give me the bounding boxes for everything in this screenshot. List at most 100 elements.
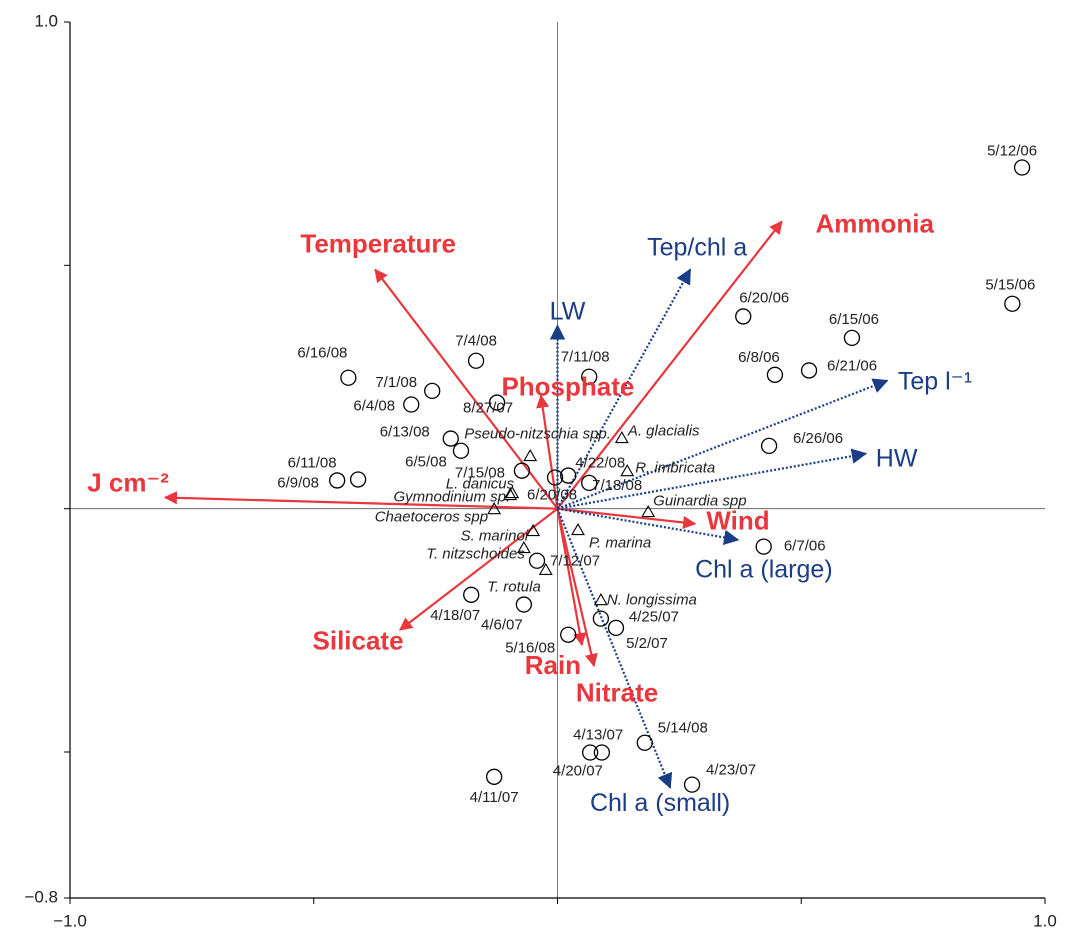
sites-label: 5/14/08: [658, 720, 708, 737]
vector-label: Nitrate: [576, 678, 658, 708]
sites-label: 4/22/08: [575, 455, 625, 472]
sites-label: 7/4/08: [455, 333, 497, 350]
sites-label: 6/4/08: [353, 397, 395, 414]
sites-label: 6/15/06: [829, 311, 879, 328]
vector-label: J cm⁻²: [87, 467, 169, 497]
y-tick-label: −0.8: [24, 887, 58, 906]
x-tick-label: −1.0: [53, 911, 87, 930]
sites-label: 7/1/08: [375, 374, 417, 391]
site-point: [340, 369, 357, 386]
species-point: [487, 502, 502, 515]
species-label: T. nitzschoides: [426, 546, 525, 563]
site-point: [452, 442, 470, 459]
vector-label: Tep l⁻¹: [898, 367, 972, 395]
sites-label: 7/18/08: [592, 477, 642, 494]
vector-arrow: [374, 268, 559, 510]
sites-label: 6/5/08: [405, 454, 447, 471]
sites-label: 6/8/06: [738, 349, 780, 366]
site-point: [581, 368, 598, 385]
x-tick-label: 1.0: [1033, 911, 1057, 930]
site-point: [560, 467, 577, 484]
site-point: [403, 396, 420, 413]
site-point: [515, 596, 533, 613]
site-point: [328, 472, 346, 489]
site-point: [1004, 295, 1021, 312]
sites-label: 7/11/08: [561, 349, 610, 366]
sites-label: 4/18/07: [430, 607, 480, 624]
species-label: L. danicus: [446, 476, 515, 493]
species-point: [503, 487, 518, 501]
species-point: [538, 562, 553, 576]
species-label: R. imbricata: [635, 460, 715, 477]
site-point: [800, 362, 818, 379]
species-point: [526, 523, 541, 537]
vector-arrow: [556, 508, 598, 668]
site-point: [488, 394, 506, 411]
vector-label: Tep/chl a: [647, 233, 747, 261]
site-point: [582, 744, 599, 761]
vector-label: Ammonia: [816, 208, 935, 238]
sites-label: 4/25/07: [629, 609, 679, 626]
vector-arrow: [557, 507, 697, 530]
vector-arrow: [557, 378, 889, 510]
sites-label: 7/15/08: [455, 465, 505, 482]
site-point: [463, 586, 480, 603]
species-point: [571, 522, 585, 536]
sites-label: 6/16/08: [297, 345, 347, 362]
sites-label: 6/11/08: [288, 454, 337, 471]
sites-label: 6/13/08: [380, 424, 430, 441]
sites-label: 7/12/07: [550, 553, 600, 570]
site-point: [528, 552, 546, 569]
sites-label: 4/6/07: [481, 617, 523, 634]
site-point: [683, 776, 701, 793]
vector-arrow: [557, 448, 868, 510]
sites-label: 6/20/08: [527, 486, 577, 503]
species-label: T. rotula: [487, 578, 541, 595]
vector-label: HW: [876, 444, 918, 472]
sites-label: 5/15/06: [985, 277, 1035, 294]
species-point: [620, 464, 635, 477]
site-point: [442, 430, 459, 447]
vector-label: Silicate: [313, 626, 404, 656]
site-point: [546, 469, 564, 486]
vector-arrow: [556, 220, 783, 510]
species-point: [516, 540, 531, 554]
sites-label: 8/27/07: [463, 400, 513, 417]
sites-label: 5/16/08: [505, 640, 555, 657]
sites-label: 6/20/06: [739, 289, 789, 306]
sites-label: 6/26/06: [793, 430, 843, 447]
vector-arrow: [536, 394, 559, 509]
site-point: [513, 462, 531, 479]
species-label: Pseudo-nitzschia spp.: [464, 426, 611, 443]
vector-label: Phosphate: [501, 372, 634, 402]
site-point: [593, 744, 611, 761]
vector-label: LW: [550, 297, 586, 325]
site-point: [755, 538, 772, 555]
sites-label: 4/20/07: [553, 762, 603, 779]
vector-label: Chl a (large): [695, 555, 833, 583]
site-point: [1013, 159, 1031, 176]
site-point: [843, 329, 861, 346]
species-label: Chaetoceros spp: [375, 509, 488, 526]
site-point: [424, 382, 441, 400]
species-label: Guinardia spp: [653, 493, 746, 510]
site-point: [485, 768, 503, 785]
species-label: P. marina: [589, 535, 651, 552]
site-point: [607, 619, 625, 637]
sites-label: 5/12/06: [987, 142, 1037, 159]
species-point: [641, 504, 656, 518]
site-point: [735, 308, 752, 325]
sites-label: 4/13/07: [573, 726, 623, 743]
species-label: A. glacialis: [627, 423, 700, 440]
vector-label: Wind: [706, 506, 769, 536]
sites-label: 5/2/07: [626, 635, 668, 652]
site-point: [560, 626, 577, 643]
vector-label: Rain: [525, 650, 581, 680]
vector-arrow: [556, 268, 692, 510]
species-point: [593, 593, 608, 606]
sites-label: 6/9/08: [277, 474, 319, 491]
vector-arrow: [556, 508, 587, 647]
y-tick-label: 1.0: [34, 11, 58, 30]
species-label: N. longissima: [607, 592, 697, 609]
